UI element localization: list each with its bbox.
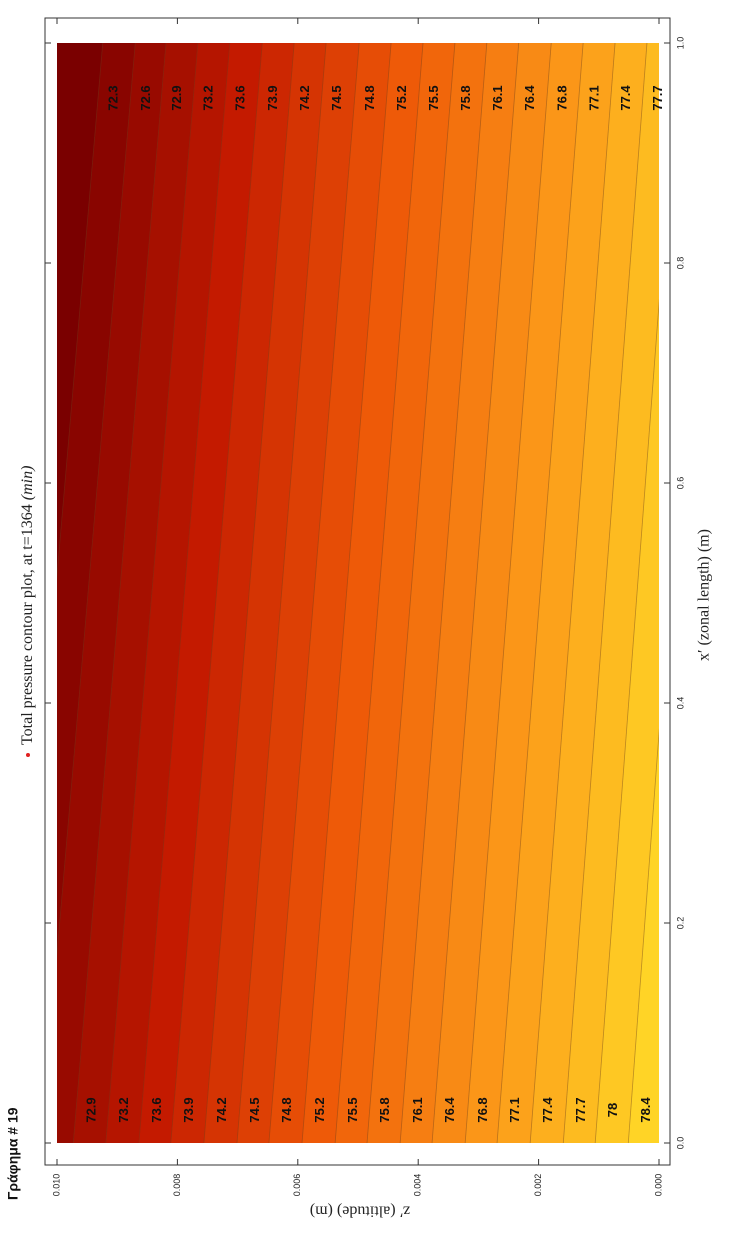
- x-tick-label: 0.0: [675, 1137, 685, 1150]
- contour-band: [301, 43, 424, 1143]
- contour-label: 73.2: [116, 1097, 131, 1122]
- contour-label: 75.8: [458, 85, 473, 110]
- contour-label: 78.4: [638, 1097, 653, 1123]
- contour-line: [496, 43, 584, 1143]
- contour-label: 77.7: [573, 1097, 588, 1122]
- contour-line: [301, 43, 392, 1143]
- contour-label: 74.5: [247, 1097, 262, 1122]
- contour-label: 77.4: [618, 85, 633, 111]
- contour-band: [563, 43, 659, 1143]
- contour-label: 74.2: [297, 85, 312, 110]
- contour-band: [529, 43, 648, 1143]
- contour-label: 76.4: [442, 1097, 457, 1123]
- contour-band: [268, 43, 392, 1143]
- contour-line: [105, 43, 199, 1143]
- contour-band: [203, 43, 327, 1143]
- contour-line: [334, 43, 424, 1143]
- x-tick-label: 1.0: [675, 37, 685, 50]
- contour-line: [236, 43, 327, 1143]
- y-tick-label: 0.004: [413, 1174, 423, 1197]
- contour-band: [73, 43, 199, 1143]
- x-tick-label: 0.6: [675, 477, 685, 490]
- contour-label: 73.9: [265, 85, 280, 110]
- x-tick-label: 0.2: [675, 917, 685, 930]
- plot-frame: [44, 17, 671, 1166]
- y-tick-label: 0.006: [292, 1174, 302, 1197]
- contour-label: 78: [605, 1103, 620, 1117]
- x-tick-label: 0.4: [675, 697, 685, 710]
- contour-band: [399, 43, 519, 1143]
- sheet-label: Γράφημα # 19: [5, 1107, 21, 1200]
- y-axis-label: z′ (altitude) (m): [310, 1202, 410, 1219]
- contour-label: 73.2: [201, 85, 216, 110]
- contour-label: 72.9: [169, 85, 184, 110]
- contour-line: [464, 43, 552, 1143]
- contour-band: [628, 730, 659, 1143]
- contour-line: [72, 43, 167, 1143]
- contour-band: [138, 43, 263, 1143]
- contour-label: 73.6: [149, 1097, 164, 1122]
- contour-label: 73.9: [181, 1097, 196, 1122]
- contour-line: [399, 43, 488, 1143]
- contour-label: 76.1: [410, 1097, 425, 1122]
- contour-label: 72.9: [83, 1097, 98, 1122]
- x-tick-label: 0.8: [675, 257, 685, 270]
- contour-line: [57, 43, 136, 959]
- contour-label: 73.6: [233, 85, 248, 110]
- contour-label: 76.1: [490, 85, 505, 110]
- contour-band: [334, 43, 456, 1143]
- contour-label: 76.4: [522, 85, 537, 111]
- title-text: Total pressure contour plot, at t=1364: [19, 504, 36, 745]
- contour-band: [366, 43, 488, 1143]
- contour-label: 74.5: [329, 85, 344, 110]
- contour-label: 72.6: [138, 85, 153, 110]
- contour-label: 76.8: [475, 1097, 490, 1122]
- contour-label: 75.5: [345, 1097, 360, 1122]
- contour-label: 77.1: [586, 85, 601, 110]
- contour-band: [105, 43, 231, 1143]
- contour-label: 77.7: [650, 85, 665, 110]
- legend-dot: [26, 753, 30, 757]
- contour-line: [138, 43, 231, 1143]
- contour-band: [57, 43, 167, 1143]
- contour-label: 77.4: [540, 1097, 555, 1123]
- contour-line: [529, 43, 616, 1143]
- contour-band: [496, 43, 616, 1143]
- title-unit: (min): [19, 466, 36, 501]
- contour-line: [170, 43, 263, 1143]
- contour-line: [268, 43, 360, 1143]
- y-tick-label: 0.010: [51, 1174, 61, 1197]
- contour-label: 74.2: [214, 1097, 229, 1122]
- y-tick-label: 0.002: [533, 1174, 543, 1197]
- contour-label: 77.1: [507, 1097, 522, 1122]
- x-axis-label: x′ (zonal length) (m): [696, 529, 713, 661]
- contour-band: [170, 43, 295, 1143]
- chart-title: Total pressure contour plot, at t=1364 (m…: [19, 466, 36, 745]
- contour-label: 75.8: [377, 1097, 392, 1122]
- contour-line: [431, 43, 520, 1143]
- contour-band: [464, 43, 584, 1143]
- contour-line: [203, 43, 295, 1143]
- contour-line: [627, 728, 659, 1143]
- contour-label: 74.8: [279, 1097, 294, 1122]
- contour-band: [431, 43, 552, 1143]
- contour-line: [366, 43, 456, 1143]
- contour-label: 74.8: [362, 85, 377, 110]
- contour-label: 75.2: [394, 85, 409, 110]
- contour-line: [562, 43, 648, 1143]
- contour-label: 76.8: [554, 85, 569, 110]
- y-tick-label: 0.008: [172, 1174, 182, 1197]
- contour-band: [594, 300, 659, 1143]
- y-tick-label: 0.000: [653, 1174, 663, 1197]
- contour-area: [57, 43, 659, 1143]
- contour-line: [594, 298, 659, 1143]
- contour-label: 75.2: [312, 1097, 327, 1122]
- contour-label: 75.5: [426, 85, 441, 110]
- contour-band: [236, 43, 360, 1143]
- contour-label: 72.3: [105, 85, 120, 110]
- contour-line: [57, 43, 104, 581]
